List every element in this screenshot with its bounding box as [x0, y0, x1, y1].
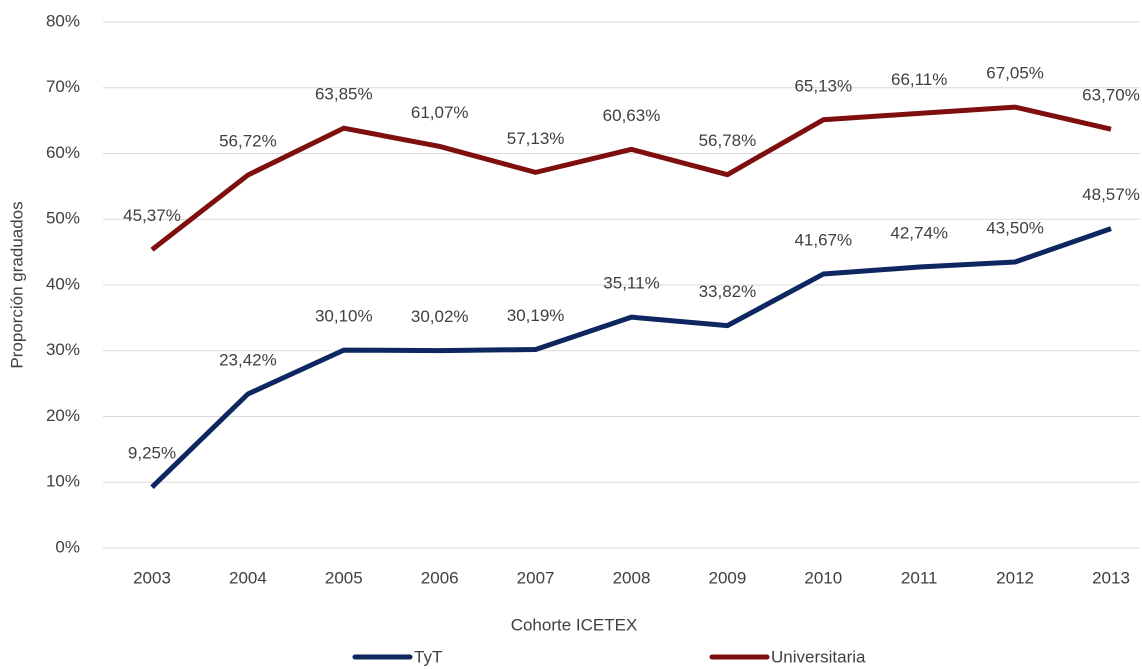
x-tick-label: 2006	[421, 568, 459, 587]
data-label: 61,07%	[411, 103, 469, 122]
y-axis-title: Proporción graduados	[7, 201, 26, 368]
data-label: 9,25%	[128, 444, 176, 463]
x-axis-title: Cohorte ICETEX	[511, 615, 638, 634]
y-tick-label: 80%	[46, 11, 80, 30]
x-tick-label: 2008	[613, 568, 651, 587]
x-tick-label: 2003	[133, 568, 171, 587]
series-line	[150, 104, 1112, 252]
y-tick-label: 40%	[46, 274, 80, 293]
data-label: 57,13%	[507, 129, 565, 148]
y-tick-label: 0%	[55, 537, 80, 556]
data-label: 30,02%	[411, 307, 469, 326]
data-label: 65,13%	[794, 76, 852, 95]
x-tick-label: 2007	[517, 568, 555, 587]
x-tick-label: 2004	[229, 568, 267, 587]
x-tick-label: 2013	[1092, 568, 1130, 587]
data-label: 30,19%	[507, 306, 565, 325]
data-label: 56,78%	[699, 131, 757, 150]
data-label: 43,50%	[986, 218, 1044, 237]
data-label: 63,70%	[1082, 86, 1140, 105]
data-label: 67,05%	[986, 64, 1044, 83]
data-label: 45,37%	[123, 206, 181, 225]
legend-label: Universitaria	[771, 647, 866, 666]
data-label: 23,42%	[219, 350, 277, 369]
y-tick-label: 20%	[46, 406, 80, 425]
y-tick-label: 50%	[46, 209, 80, 228]
data-label: 48,57%	[1082, 185, 1140, 204]
data-label: 30,10%	[315, 307, 373, 326]
data-label: 66,11%	[891, 70, 947, 89]
y-tick-label: 30%	[46, 340, 80, 359]
x-tick-label: 2010	[804, 568, 842, 587]
data-label: 63,85%	[315, 85, 373, 104]
data-label: 33,82%	[699, 282, 757, 301]
y-tick-label: 10%	[46, 472, 80, 491]
y-tick-label: 70%	[46, 77, 80, 96]
data-label: 41,67%	[794, 231, 852, 250]
x-tick-label: 2011	[901, 568, 938, 587]
data-label: 56,72%	[219, 132, 277, 151]
x-tick-label: 2009	[708, 568, 746, 587]
data-label: 35,11%	[603, 274, 659, 293]
x-tick-label: 2005	[325, 568, 363, 587]
y-tick-label: 60%	[46, 143, 80, 162]
legend-label: TyT	[414, 647, 442, 666]
data-label: 42,74%	[890, 223, 948, 242]
series-line	[150, 226, 1112, 489]
data-label: 60,63%	[603, 106, 661, 125]
x-tick-label: 2012	[996, 568, 1034, 587]
